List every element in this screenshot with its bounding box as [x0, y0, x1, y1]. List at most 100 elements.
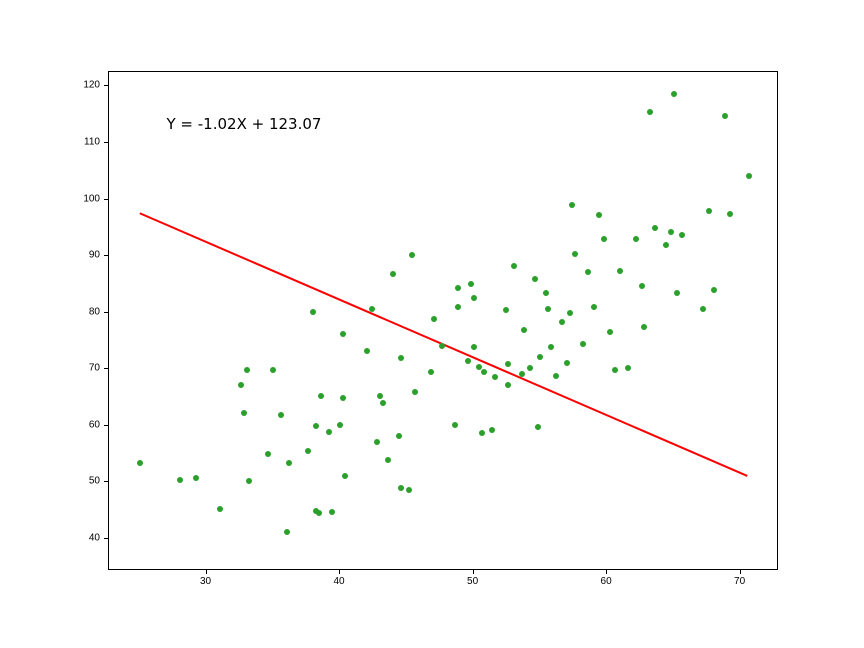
- y-tick-label: 90: [78, 250, 100, 261]
- scatter-point: [406, 487, 412, 493]
- scatter-point: [238, 382, 244, 388]
- scatter-point: [342, 473, 348, 479]
- scatter-point: [746, 173, 752, 179]
- y-tick-mark: [104, 85, 108, 86]
- x-tick-label: 70: [734, 576, 745, 587]
- scatter-point: [390, 271, 396, 277]
- x-tick-label: 60: [601, 576, 612, 587]
- scatter-point: [700, 306, 706, 312]
- scatter-point: [329, 509, 335, 515]
- scatter-point: [455, 285, 461, 291]
- scatter-point: [489, 427, 495, 433]
- scatter-point: [535, 424, 541, 430]
- scatter-point: [639, 283, 645, 289]
- y-tick-label: 60: [78, 419, 100, 430]
- scatter-point: [265, 451, 271, 457]
- scatter-point: [385, 457, 391, 463]
- scatter-point: [706, 208, 712, 214]
- scatter-point: [601, 236, 607, 242]
- scatter-point: [244, 367, 250, 373]
- scatter-point: [674, 290, 680, 296]
- scatter-point: [612, 367, 618, 373]
- scatter-point: [412, 389, 418, 395]
- scatter-point: [326, 429, 332, 435]
- scatter-point: [471, 295, 477, 301]
- y-tick-label: 50: [78, 476, 100, 487]
- scatter-point: [625, 365, 631, 371]
- y-tick-label: 100: [78, 193, 100, 204]
- chart-container: Y = -1.02X + 123.07 30405060704050607080…: [0, 0, 864, 648]
- x-tick-label: 40: [334, 576, 345, 587]
- y-tick-label: 120: [78, 80, 100, 91]
- plot-area: Y = -1.02X + 123.07: [108, 71, 778, 570]
- y-tick-mark: [104, 142, 108, 143]
- scatter-point: [727, 211, 733, 217]
- scatter-point: [647, 109, 653, 115]
- scatter-point: [711, 287, 717, 293]
- scatter-point: [468, 281, 474, 287]
- y-tick-mark: [104, 255, 108, 256]
- scatter-point: [455, 304, 461, 310]
- scatter-point: [431, 316, 437, 322]
- scatter-point: [722, 113, 728, 119]
- scatter-point: [471, 344, 477, 350]
- scatter-point: [284, 529, 290, 535]
- y-tick-mark: [104, 312, 108, 313]
- scatter-point: [543, 290, 549, 296]
- scatter-point: [527, 365, 533, 371]
- scatter-point: [398, 355, 404, 361]
- scatter-point: [503, 307, 509, 313]
- scatter-point: [580, 341, 586, 347]
- scatter-point: [548, 344, 554, 350]
- x-tick-mark: [206, 570, 207, 574]
- scatter-point: [465, 358, 471, 364]
- scatter-point: [505, 361, 511, 367]
- scatter-point: [492, 374, 498, 380]
- scatter-point: [479, 430, 485, 436]
- scatter-point: [270, 367, 276, 373]
- scatter-point: [340, 331, 346, 337]
- scatter-point: [567, 310, 573, 316]
- x-tick-label: 50: [467, 576, 478, 587]
- scatter-point: [310, 309, 316, 315]
- scatter-point: [305, 448, 311, 454]
- scatter-point: [278, 412, 284, 418]
- y-tick-label: 40: [78, 533, 100, 544]
- scatter-point: [519, 371, 525, 377]
- scatter-point: [409, 252, 415, 258]
- scatter-point: [553, 373, 559, 379]
- scatter-point: [398, 485, 404, 491]
- scatter-point: [364, 348, 370, 354]
- y-tick-mark: [104, 538, 108, 539]
- scatter-point: [428, 369, 434, 375]
- scatter-point: [671, 91, 677, 97]
- scatter-point: [521, 327, 527, 333]
- scatter-point: [559, 319, 565, 325]
- scatter-point: [380, 400, 386, 406]
- scatter-point: [340, 395, 346, 401]
- y-tick-mark: [104, 199, 108, 200]
- regression-equation: Y = -1.02X + 123.07: [166, 115, 321, 133]
- y-tick-label: 80: [78, 306, 100, 317]
- scatter-point: [246, 478, 252, 484]
- scatter-point: [374, 439, 380, 445]
- x-tick-mark: [339, 570, 340, 574]
- y-tick-label: 70: [78, 363, 100, 374]
- scatter-point: [481, 369, 487, 375]
- scatter-point: [193, 475, 199, 481]
- x-tick-mark: [606, 570, 607, 574]
- scatter-point: [591, 304, 597, 310]
- scatter-point: [286, 460, 292, 466]
- scatter-point: [369, 306, 375, 312]
- scatter-point: [663, 242, 669, 248]
- y-tick-mark: [104, 368, 108, 369]
- scatter-point: [572, 251, 578, 257]
- scatter-point: [633, 236, 639, 242]
- regression-line: [109, 72, 779, 571]
- scatter-point: [318, 393, 324, 399]
- scatter-point: [569, 202, 575, 208]
- scatter-point: [217, 506, 223, 512]
- scatter-point: [617, 268, 623, 274]
- scatter-point: [505, 382, 511, 388]
- scatter-point: [679, 232, 685, 238]
